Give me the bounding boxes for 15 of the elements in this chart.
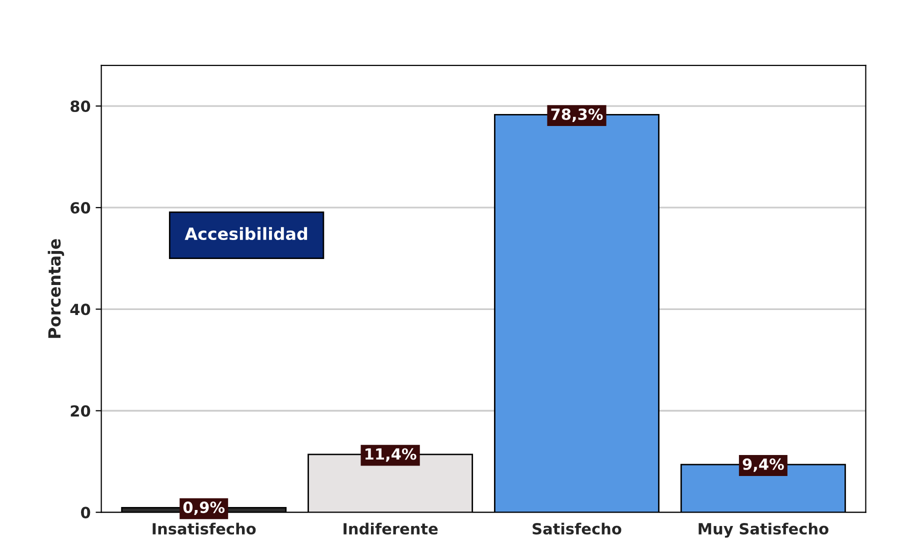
x-tick-label: Indiferente (344, 522, 438, 535)
text: Accesibilidad (184, 227, 308, 240)
x-tick-label: Muy Satisfecho (698, 522, 828, 538)
data-label: 11,4% (366, 448, 416, 462)
x-tick-label: Satisfecho (532, 522, 622, 535)
y-tick-label: 40 (70, 304, 90, 316)
y-tick-label: 80 (70, 100, 90, 112)
y-tick-label: 60 (70, 202, 90, 214)
x-tick-label: Insatisfecho (152, 522, 256, 535)
y-tick-label: 0 (80, 506, 90, 518)
y-tick-label: 20 (70, 405, 90, 417)
y-axis-title: Porcentaje (48, 239, 64, 338)
data-label: 78,3% (551, 108, 603, 122)
data-label: 0,9% (183, 502, 225, 516)
data-label: 9,4% (742, 458, 784, 472)
